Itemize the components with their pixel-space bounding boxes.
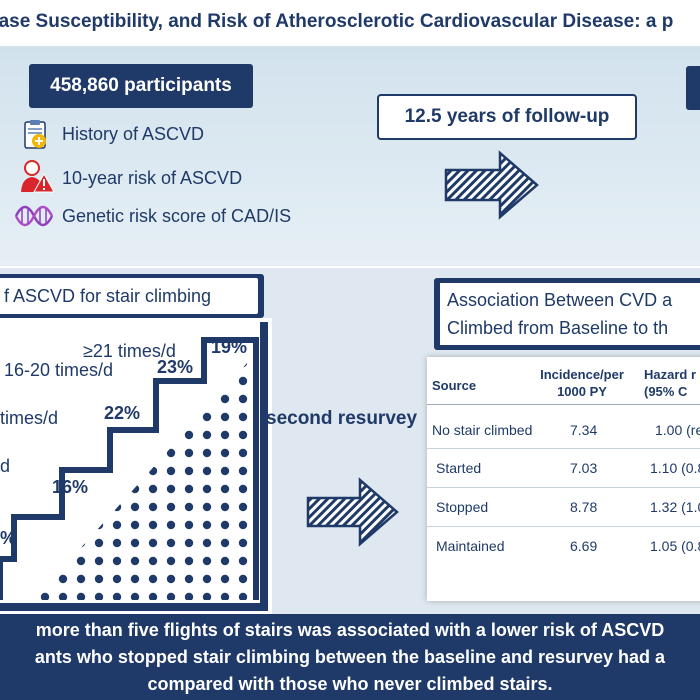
- participants-label: 458,860 participants: [50, 75, 232, 96]
- row-hazard-stopped: 1.32 (1.06: [650, 499, 700, 515]
- results-table: [427, 357, 700, 601]
- row-divider: [427, 487, 700, 488]
- table-header-rule: [427, 404, 700, 405]
- stair-label-times: times/d: [0, 408, 59, 428]
- row-incidence-maintained: 6.69: [570, 538, 598, 554]
- clipboard-plus-icon: [22, 120, 48, 149]
- row-label-maintained: Maintained: [436, 538, 505, 554]
- row-divider: [427, 526, 700, 527]
- table-header-source: Source: [432, 378, 477, 393]
- page-title: ease Susceptibility, and Risk of Atheros…: [0, 0, 700, 44]
- row-label-stopped: Stopped: [436, 499, 489, 515]
- followup-box: 12.5 years of follow-up: [377, 94, 637, 140]
- table-header-incidence: Incidence/per 1000 PY: [540, 367, 624, 399]
- right-header-line2: Climbed from Baseline to th: [447, 318, 669, 338]
- arrow-right-icon: [444, 150, 539, 220]
- conclusion-line-2: ants who stopped stair climbing between …: [34, 647, 666, 667]
- feature-genetic-risk: Genetic risk score of CAD/IS: [62, 206, 292, 226]
- feature-10yr-risk: 10-year risk of ASCVD: [62, 168, 243, 188]
- participants-box: 458,860 participants: [29, 64, 253, 108]
- left-header-inner: [0, 278, 258, 314]
- row-incidence-stopped: 8.78: [570, 499, 598, 515]
- row-label-none: No stair climbed: [432, 422, 533, 438]
- followup-label: 12.5 years of follow-up: [404, 106, 610, 127]
- row-hazard-none: 1.00 (re: [655, 422, 700, 438]
- arrow-right-icon: [306, 477, 399, 547]
- stair-pct-16-20: 23%: [157, 357, 194, 377]
- dna-icon: [14, 203, 54, 229]
- conclusion-line-1: more than five flights of stairs was ass…: [35, 620, 665, 640]
- row-hazard-started: 1.10 (0.87: [650, 460, 700, 476]
- row-incidence-started: 7.03: [570, 460, 598, 476]
- stair-pct-times: 22%: [104, 403, 141, 423]
- right-header-inner: [440, 283, 700, 345]
- stair-pct-21: 19%: [211, 337, 248, 357]
- stair-label-16-20: 16-20 times/d: [4, 360, 114, 380]
- stair-label-21: ≥21 times/d: [83, 341, 176, 361]
- panel-divider: [0, 266, 700, 268]
- row-incidence-none: 7.34: [570, 422, 598, 438]
- feature-history: History of ASCVD: [62, 124, 205, 144]
- page-title-text: ease Susceptibility, and Risk of Atheros…: [0, 11, 674, 32]
- right-header-line1: Association Between CVD a: [447, 290, 673, 310]
- row-hazard-maintained: 1.05 (0.89: [650, 538, 700, 554]
- top-right-box: [686, 66, 700, 110]
- stair-label-d: d: [0, 456, 11, 476]
- conclusion-line-3: compared with those who never climbed st…: [147, 674, 553, 694]
- row-label-started: Started: [436, 460, 482, 476]
- stair-pct-d: 16%: [52, 477, 89, 497]
- person-warning-icon: [20, 160, 55, 193]
- stair-pct-low: %: [0, 528, 17, 548]
- row-divider: [427, 448, 700, 449]
- table-header-hazard: Hazard r (95% C: [644, 367, 697, 399]
- resurvey-label: second resurvey: [266, 408, 418, 429]
- left-header: f ASCVD for stair climbing: [4, 286, 212, 306]
- staircase: [0, 318, 272, 614]
- conclusion-banner: more than five flights of stairs was ass…: [0, 614, 700, 700]
